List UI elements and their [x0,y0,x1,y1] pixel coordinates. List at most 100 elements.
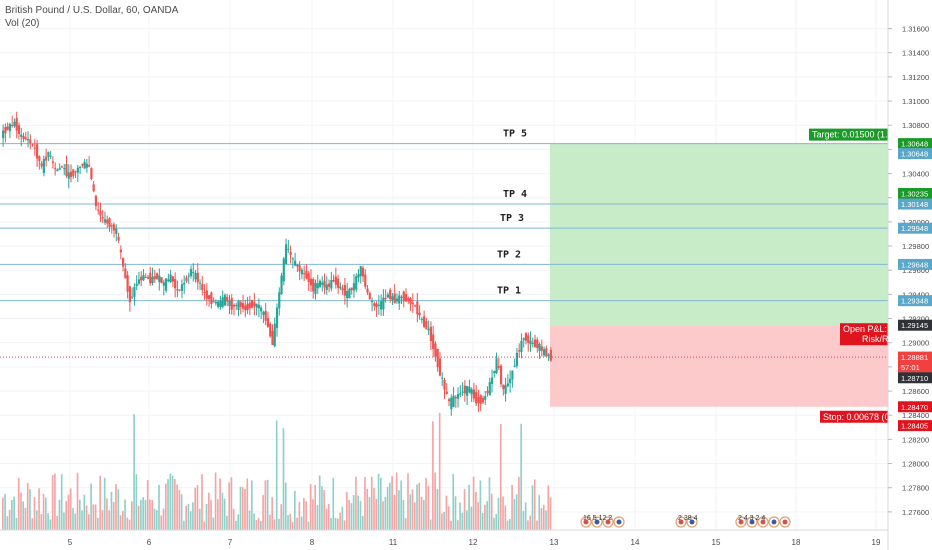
candle-body [128,286,131,303]
volume-bar [520,423,522,530]
price-tick-label: 1.30000 [902,218,929,227]
event-count-label: 16 5 12 2 [583,515,612,522]
volume-bar [427,485,430,530]
volume-bar [422,499,425,530]
volume-bar [341,506,344,530]
candle-body [38,156,41,162]
candle-body [452,395,455,407]
volume-bar [373,488,375,530]
candle-body [432,334,435,350]
flag-icon-center [583,519,589,525]
candle-body [103,219,107,223]
price-tick-label: 1.28000 [902,460,929,469]
candle-body [158,275,161,283]
candle-body [280,275,283,294]
volume-bar [65,501,68,530]
candle-body [434,343,437,357]
candle-body [407,297,410,302]
price-axis-marker-box [898,222,932,234]
candle-body [97,209,100,211]
price-tick-label: 1.27800 [902,484,929,493]
candle-body [6,126,9,130]
candle-body [171,276,174,282]
candle-body [547,354,550,356]
candle-body [244,305,247,311]
candle-body [321,282,324,285]
volume-bar [413,502,416,530]
tp-label: TP 5 [503,129,527,140]
event-group: 2 38 4 [675,515,698,528]
volume-bar [429,519,432,530]
candle-body [219,300,222,307]
candle-body [309,278,313,286]
candle-body [126,275,129,292]
flag-icon-center [689,519,695,525]
candle-body [273,323,276,347]
flag-icon-center [616,519,622,525]
candle-body [146,277,150,279]
volume-bar [78,499,81,530]
volume-bar [128,519,131,530]
candle-body [438,358,442,376]
candle-body [294,260,297,266]
open-pl-box [840,323,888,346]
candle-body [314,282,317,295]
candle-body [447,399,451,402]
time-tick-label: 15 [712,538,721,547]
volume-bar [538,495,541,530]
candle-body [251,299,254,308]
volume-bar [506,520,509,530]
volume-bar [465,510,468,530]
volume-bar [83,494,86,530]
candle-body [289,252,292,256]
volume-bar [321,486,323,530]
price-tick-label: 1.27600 [902,508,929,517]
candle-body [76,167,79,173]
candle-body [366,288,369,293]
volume-bar [169,473,172,530]
volume-bar [237,514,240,530]
candle-body [278,292,281,309]
volume-bar [411,489,414,530]
candle-body [223,294,227,306]
candle-body [386,294,390,298]
candle-body [511,370,514,380]
volume-bar [364,477,366,530]
candle-body [11,124,14,126]
target-label-text: Target: 0.01500 (1.1 [812,130,893,140]
candle-body [2,130,5,139]
volume-bar [2,497,4,530]
candle-body [488,381,491,396]
candle-body [196,272,199,283]
candle-body [479,395,482,405]
volume-bar [151,500,154,530]
volume-bar [456,520,459,530]
candle-body [470,389,473,395]
volume-bar [160,515,163,530]
price-axis-marker-box [898,372,932,384]
volume-bar [445,495,448,530]
volume-bar [499,423,502,530]
candle-body [271,330,274,346]
candle-body [398,295,401,304]
candle-body [459,393,462,395]
volume-bar [343,520,346,530]
volume-bar [85,505,88,530]
candle-body [187,275,190,277]
candle-body [368,292,371,300]
candle-body [533,339,537,347]
candle-body [323,280,326,288]
volume-bar [205,504,208,530]
volume-bar [511,484,513,530]
candle-body [352,283,356,291]
candle-body [78,167,82,169]
target-label-box [809,128,888,141]
volume-bar [248,510,251,530]
price-tick-label: 1.28200 [902,435,929,444]
stop-label-box [820,410,888,423]
candle-body [121,257,125,267]
candle-body [411,302,414,305]
candle-body [40,163,43,167]
volume-bar [137,505,140,530]
